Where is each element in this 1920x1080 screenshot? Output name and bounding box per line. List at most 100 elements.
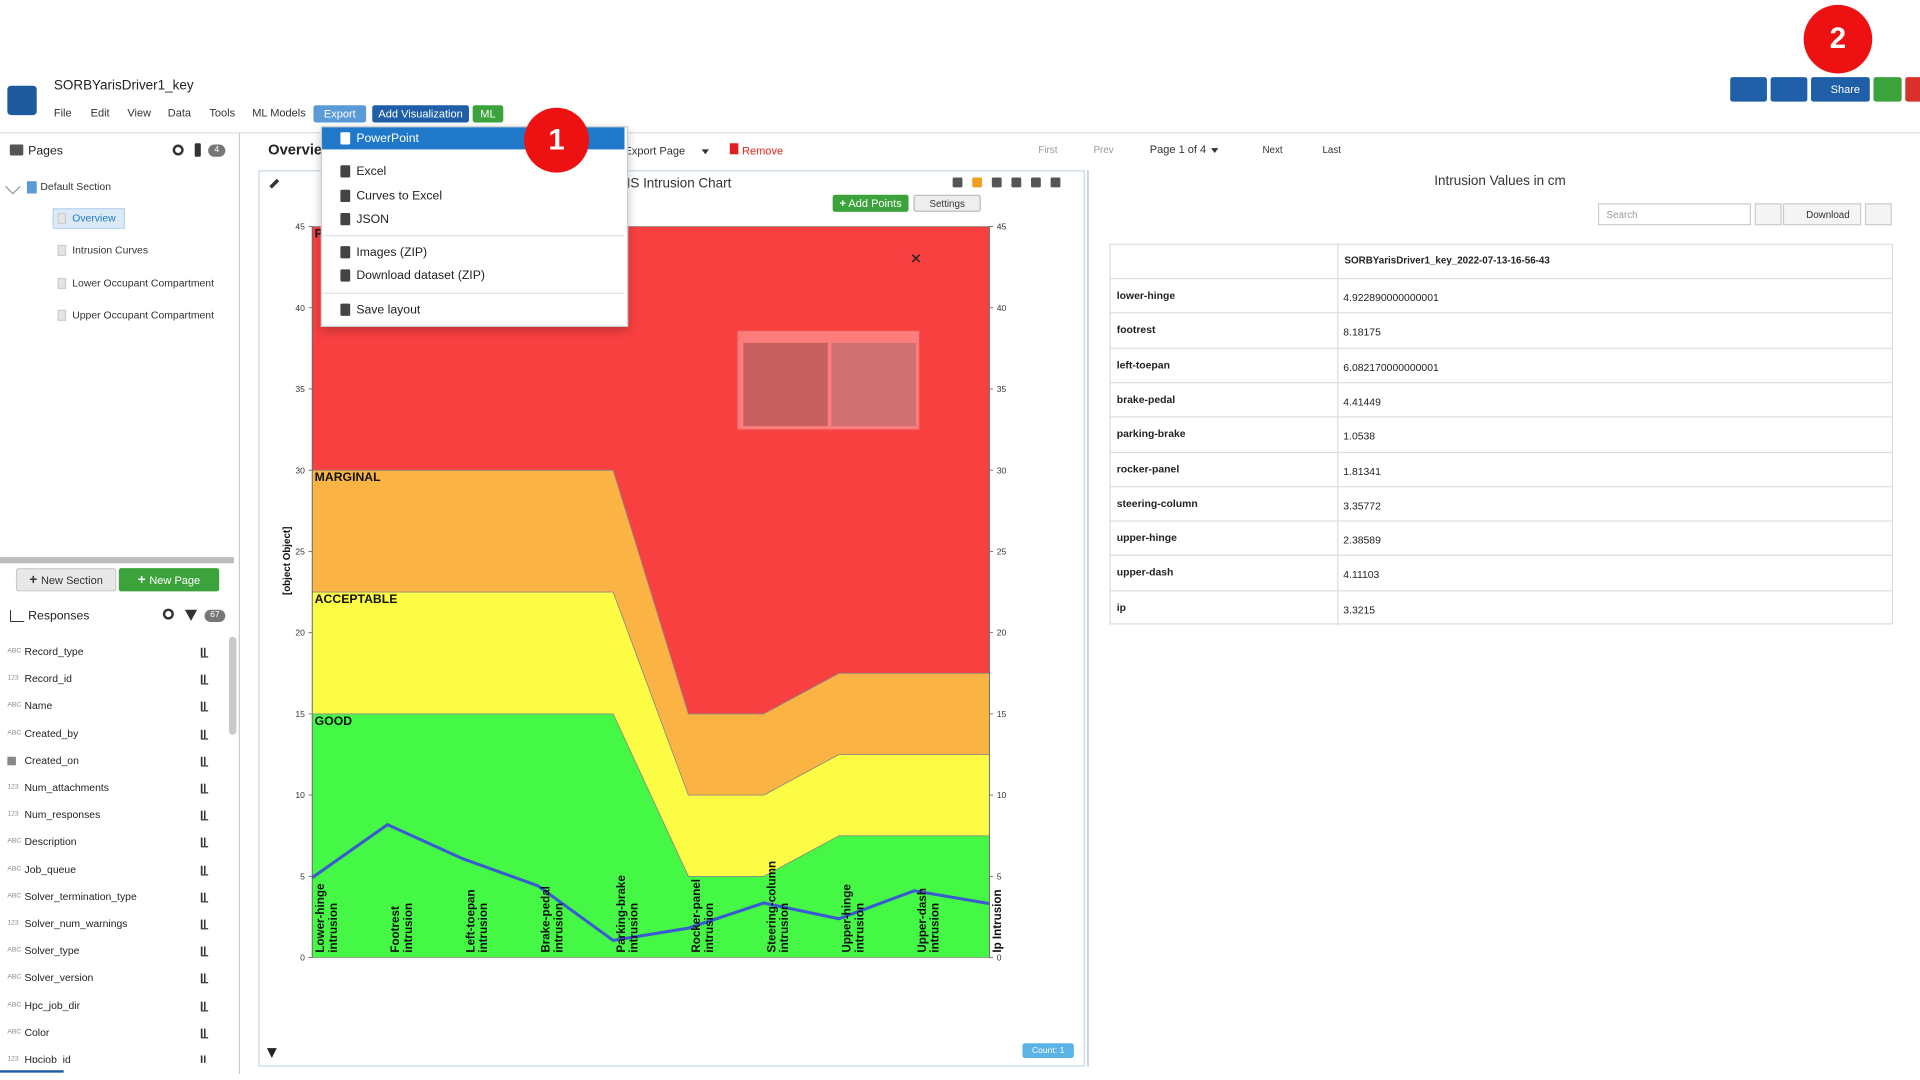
- response-item[interactable]: ABC Created_by: [0, 727, 220, 744]
- menu-item[interactable]: ML Models: [252, 106, 306, 119]
- menu-item[interactable]: Tools: [209, 106, 236, 119]
- menu-option[interactable]: Curves to Excel: [322, 185, 624, 207]
- chart-icon[interactable]: [200, 973, 209, 984]
- progress: [0, 1070, 64, 1073]
- close-button[interactable]: [1905, 77, 1920, 102]
- add-visualization-button[interactable]: Add Visualization: [372, 105, 469, 123]
- page-name[interactable]: Intrusion Curves: [72, 244, 149, 257]
- responses-count: 67: [204, 609, 226, 623]
- cell-border: [1337, 348, 1339, 383]
- menu-option[interactable]: Save layout: [322, 299, 624, 321]
- menu-option[interactable]: Excel: [322, 160, 624, 182]
- response-item[interactable]: ABC Job_queue: [0, 863, 220, 880]
- menu-item[interactable]: File: [53, 106, 72, 119]
- first[interactable]: First: [1038, 144, 1058, 156]
- menu-option[interactable]: Download dataset (ZIP): [322, 264, 624, 286]
- chart-icon[interactable]: [200, 838, 209, 848]
- tab[interactable]: Overview: [268, 140, 334, 158]
- response-item[interactable]: ABC Color: [0, 1026, 220, 1043]
- splitter[interactable]: [0, 557, 234, 564]
- next[interactable]: Next: [1262, 144, 1283, 156]
- chart-icon[interactable]: [200, 810, 209, 821]
- response-item[interactable]: ABC Solver_version: [0, 971, 220, 988]
- search-icon[interactable]: [162, 608, 174, 620]
- menu-option[interactable]: PowerPoint: [322, 127, 624, 149]
- page-name[interactable]: Overview: [72, 211, 116, 225]
- new-section-button[interactable]: + New Section: [15, 568, 117, 592]
- settings-button[interactable]: [1770, 77, 1808, 102]
- page-name[interactable]: Lower Occupant Compartment: [72, 276, 214, 289]
- last[interactable]: Last: [1322, 144, 1341, 156]
- scrollbar[interactable]: [228, 636, 237, 735]
- menu-option[interactable]: JSON: [322, 208, 624, 230]
- menu-item[interactable]: Data: [167, 106, 192, 119]
- add-points-button[interactable]: + Add Points: [832, 194, 909, 212]
- ml-button[interactable]: ML: [472, 105, 504, 123]
- menu-item[interactable]: View: [127, 106, 152, 119]
- menu-label: Curves to Excel: [356, 189, 443, 203]
- menu-label: Save layout: [356, 303, 421, 317]
- fullscreen-button[interactable]: [1873, 77, 1902, 102]
- chart-icon[interactable]: [200, 946, 209, 957]
- chart-icon[interactable]: [200, 674, 209, 685]
- page-select[interactable]: Page 1 of 4: [1149, 143, 1207, 156]
- chart-icon[interactable]: [200, 1028, 209, 1039]
- pages-title: Pages: [28, 144, 63, 158]
- response-item[interactable]: Created_on: [0, 754, 220, 771]
- y2-tick-label: 35: [997, 384, 1007, 394]
- sort-icon[interactable]: [194, 143, 201, 157]
- chart-icon[interactable]: [200, 892, 209, 903]
- remove[interactable]: Remove: [742, 144, 784, 157]
- chart-icon[interactable]: [200, 1055, 209, 1063]
- chart-icon[interactable]: [200, 783, 209, 794]
- chart-icon[interactable]: [200, 756, 209, 767]
- response-item[interactable]: ABC Solver_termination_type: [0, 890, 220, 907]
- share-button[interactable]: Share: [1811, 77, 1870, 102]
- new-page-button[interactable]: + New Page: [118, 568, 220, 592]
- filter-icon[interactable]: [266, 1048, 277, 1058]
- band-label: MARGINAL: [315, 470, 381, 484]
- response-item[interactable]: ABC Name: [0, 700, 220, 717]
- response-item[interactable]: ABC Solver_type: [0, 944, 220, 961]
- menu-item[interactable]: Edit: [90, 106, 110, 119]
- export-button[interactable]: Export: [313, 105, 367, 123]
- section-name[interactable]: Default Section: [40, 180, 112, 193]
- response-item[interactable]: ABC Description: [0, 836, 220, 853]
- download-button[interactable]: Download: [1782, 203, 1862, 226]
- response-item[interactable]: 123 Solver_num_warnings: [0, 917, 220, 934]
- cell-border: [1337, 452, 1339, 487]
- logo[interactable]: [7, 85, 37, 116]
- menu-label: Download dataset (ZIP): [356, 268, 485, 283]
- search-input[interactable]: Search: [1597, 203, 1752, 226]
- response-item[interactable]: ABC Record_type: [0, 645, 220, 662]
- settings-button[interactable]: Settings: [913, 194, 981, 212]
- response-item[interactable]: 123 Num_responses: [0, 808, 220, 825]
- export-page[interactable]: Export Page: [624, 144, 686, 157]
- filter-icon[interactable]: [184, 609, 198, 621]
- response-item[interactable]: 123 Record_id: [0, 672, 220, 689]
- table-widget: [1087, 170, 1914, 1067]
- response-item[interactable]: 123 Num_attachments: [0, 781, 220, 798]
- chart-icon[interactable]: [200, 1001, 209, 1011]
- refresh-button[interactable]: [1754, 203, 1782, 226]
- page-name[interactable]: Upper Occupant Compartment: [72, 308, 214, 321]
- prev[interactable]: Prev: [1093, 144, 1114, 156]
- chart-icon[interactable]: [200, 865, 209, 876]
- table-row: lower-hinge 4.922890000000001: [1109, 277, 1894, 314]
- page-icon: [57, 309, 67, 321]
- row-value: 3.35772: [1343, 499, 1381, 512]
- x-tick-label: Rocker-panel intrusion: [690, 876, 716, 953]
- chart-icon[interactable]: [200, 702, 209, 712]
- y-tick-label: 15: [295, 709, 305, 719]
- chart-icon[interactable]: [200, 919, 209, 930]
- chart-icon[interactable]: [200, 647, 209, 658]
- table-settings-button[interactable]: [1864, 203, 1892, 226]
- search-icon[interactable]: [172, 144, 184, 156]
- response-item[interactable]: 123 Hpcjob_id: [0, 1053, 220, 1063]
- filter-button[interactable]: [1730, 77, 1767, 102]
- menu-icon: [340, 189, 351, 203]
- pages-count: 4: [208, 144, 226, 157]
- menu-option[interactable]: Images (ZIP): [322, 241, 624, 263]
- response-item[interactable]: ABC Hpc_job_dir: [0, 999, 220, 1016]
- chart-icon[interactable]: [200, 729, 209, 740]
